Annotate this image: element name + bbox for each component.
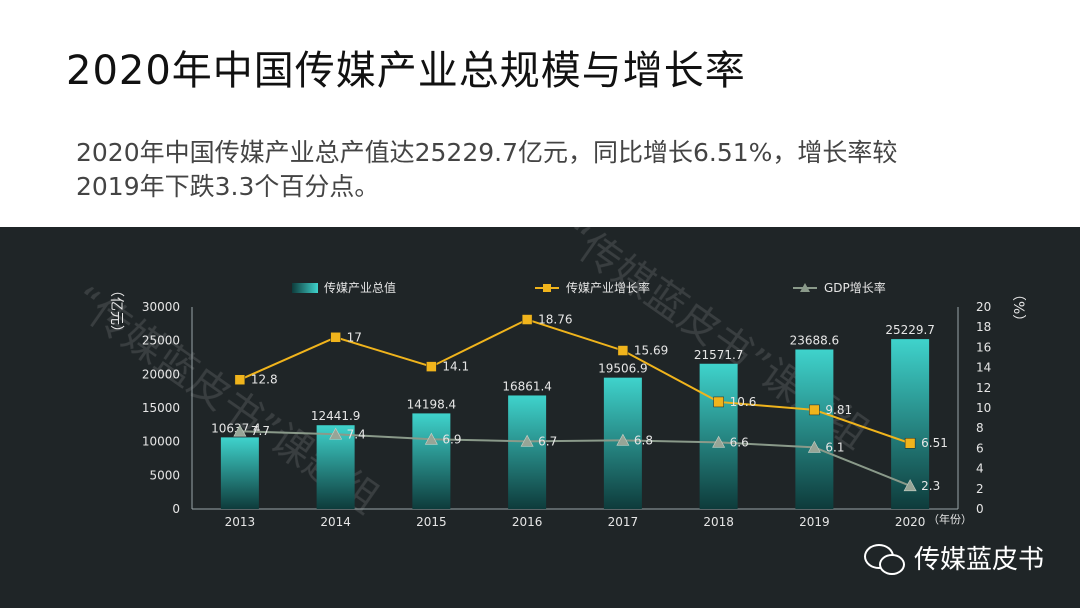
media-growth-point — [426, 361, 437, 372]
bar-value-label: 25229.7 — [885, 323, 935, 337]
y-tick-label-right: 4 — [976, 462, 984, 476]
bar-value-label: 23688.6 — [790, 333, 840, 347]
bar-value-label: 14198.4 — [407, 397, 457, 411]
gdp-growth-point — [520, 434, 534, 447]
media-growth-point — [904, 437, 916, 449]
gdp-growth-point — [233, 424, 247, 437]
y-tick-label-right: 14 — [976, 361, 991, 375]
legend-label-bar: 传媒产业总值 — [324, 280, 396, 295]
gdp-growth-value-label: 6.7 — [538, 434, 557, 448]
y-tick-label-right: 10 — [976, 401, 991, 415]
y-tick-label-left: 15000 — [142, 401, 180, 415]
x-tick-label: 2019 — [799, 515, 830, 529]
legend-marker-media-growth — [543, 284, 551, 292]
x-tick-label: 2013 — [225, 515, 256, 529]
x-tick-label: 2018 — [703, 515, 734, 529]
y-axis-left-title: （亿元） — [108, 283, 124, 339]
media-growth-point — [521, 314, 533, 325]
wechat-icon — [863, 542, 906, 575]
gdp-growth-point — [424, 432, 438, 445]
gdp-growth-point — [616, 433, 630, 446]
y-tick-label-right: 6 — [976, 441, 984, 455]
bar — [220, 437, 259, 509]
media-growth-line — [239, 318, 911, 445]
page-subtitle: 2020年中国传媒产业总产值达25229.7亿元，同比增长6.51%，增长率较2… — [76, 138, 898, 201]
y-tick-label-right: 0 — [976, 502, 984, 516]
gdp-growth-point — [329, 427, 343, 440]
media-growth-value-label: 15.69 — [634, 344, 668, 358]
y-tick-label-left: 5000 — [149, 468, 180, 482]
media-growth-value-label: 18.76 — [538, 313, 572, 327]
x-tick-label: 2017 — [608, 515, 639, 529]
gdp-growth-value-label: 7.7 — [251, 424, 270, 438]
media-growth-point — [234, 374, 246, 385]
media-growth-point — [617, 345, 629, 356]
media-growth-value-label: 9.81 — [825, 403, 852, 417]
brand-name: 传媒蓝皮书 — [913, 545, 1044, 575]
chart: “传媒蓝皮书”课题组 “传媒蓝皮书”课题组 050001000015000200… — [64, 227, 1026, 529]
y-tick-label-right: 2 — [976, 482, 984, 496]
y-tick-label-left: 20000 — [142, 367, 180, 381]
y-tick-label-right: 12 — [976, 381, 991, 395]
media-growth-value-label: 10.6 — [730, 395, 757, 409]
gdp-growth-value-label: 6.6 — [730, 435, 749, 449]
bar — [508, 395, 547, 509]
legend-label-gdp-growth: GDP增长率 — [824, 280, 886, 295]
gdp-growth-value-label: 6.8 — [634, 433, 653, 447]
gdp-growth-value-label: 6.9 — [442, 432, 461, 446]
legend-marker-gdp-growth — [800, 283, 810, 292]
legend-label-media-growth: 传媒产业增长率 — [566, 280, 650, 295]
gdp-growth-point — [903, 479, 917, 492]
x-tick-label: 2014 — [320, 515, 351, 529]
page-title: 2020年中国传媒产业总规模与增长率 — [66, 48, 746, 94]
gdp-growth-value-label: 7.4 — [347, 427, 366, 441]
media-growth-point — [809, 404, 820, 416]
bar-value-label: 19506.9 — [598, 362, 648, 376]
gdp-growth-value-label: 6.1 — [825, 440, 844, 454]
legend-swatch-bar — [292, 283, 318, 293]
bar-value-label: 12441.9 — [311, 409, 361, 423]
brand-badge: 传媒蓝皮书 — [863, 539, 1044, 576]
y-axis-right-title: （%） — [1010, 287, 1026, 328]
y-tick-label-right: 16 — [976, 340, 991, 354]
media-growth-value-label: 6.51 — [921, 436, 948, 450]
y-tick-label-right: 18 — [976, 320, 991, 334]
gdp-growth-value-label: 2.3 — [921, 479, 940, 493]
bar-value-label: 21571.7 — [694, 348, 744, 362]
x-tick-label: 2015 — [416, 515, 447, 529]
media-growth-point — [330, 332, 341, 343]
gdp-growth-point — [712, 435, 726, 448]
y-tick-label-left: 25000 — [142, 334, 180, 348]
y-tick-label-right: 20 — [976, 300, 991, 314]
media-growth-point — [713, 396, 724, 408]
bar-value-label: 16861.4 — [502, 379, 552, 393]
gdp-growth-line — [239, 430, 911, 487]
media-growth-value-label: 17 — [347, 330, 362, 344]
y-tick-label-right: 8 — [976, 421, 984, 435]
media-growth-value-label: 12.8 — [251, 373, 278, 387]
bar — [412, 413, 451, 509]
bar — [795, 349, 834, 509]
y-tick-label-left: 10000 — [142, 435, 180, 449]
gdp-growth-point — [807, 440, 821, 453]
y-tick-label-left: 30000 — [142, 300, 180, 314]
x-tick-label: 2016 — [512, 515, 543, 529]
y-tick-label-left: 0 — [172, 502, 180, 516]
x-axis-title: （年份） — [928, 512, 972, 526]
media-growth-value-label: 14.1 — [442, 360, 469, 374]
x-tick-label: 2020 — [895, 515, 926, 529]
